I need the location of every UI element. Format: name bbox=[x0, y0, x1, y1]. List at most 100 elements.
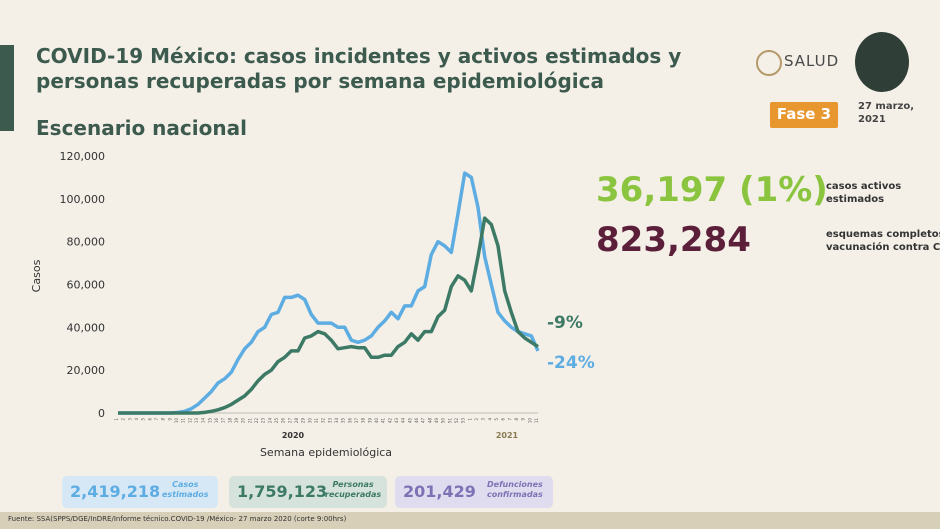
annotation: -24% bbox=[547, 353, 595, 373]
x-tick-label: 1 bbox=[467, 418, 472, 421]
x-tick-label: 15 bbox=[207, 418, 212, 424]
y-tick-label: 100,000 bbox=[60, 193, 106, 206]
x-tick-label: 9 bbox=[167, 418, 172, 421]
summary-value: 2,419,218 bbox=[70, 482, 161, 501]
year-label: 2021 bbox=[496, 431, 519, 440]
logo-emblem bbox=[756, 50, 782, 76]
x-tick-label: 18 bbox=[227, 418, 232, 424]
x-tick-label: 6 bbox=[501, 418, 506, 421]
x-tick-label: 13 bbox=[194, 418, 199, 424]
summary-value: 201,429 bbox=[403, 482, 476, 501]
logo: SALUD bbox=[784, 52, 840, 70]
x-tick-label: 10 bbox=[527, 418, 532, 424]
x-tick-label: 41 bbox=[381, 418, 386, 424]
summary-label-line: estimados bbox=[162, 490, 209, 499]
subtitle: Escenario nacional bbox=[36, 116, 247, 140]
x-tick-label: 38 bbox=[361, 418, 366, 424]
x-tick-label: 17 bbox=[221, 418, 226, 424]
y-tick-label: 60,000 bbox=[67, 279, 106, 292]
x-tick-label: 36 bbox=[347, 418, 352, 424]
x-tick-label: 52 bbox=[454, 418, 459, 424]
x-tick-label: 2 bbox=[121, 418, 126, 421]
stat-label: casos activos bbox=[826, 181, 902, 192]
date: 2021 bbox=[858, 114, 886, 125]
x-tick-label: 1 bbox=[114, 418, 119, 421]
year-label: 2020 bbox=[282, 431, 305, 440]
summary-box: 2,419,218 Casos estimados bbox=[62, 476, 218, 508]
y-tick-label: 40,000 bbox=[67, 321, 106, 334]
x-tick-label: 6 bbox=[147, 418, 152, 421]
footer-bar bbox=[0, 512, 940, 529]
x-tick-label: 40 bbox=[374, 418, 379, 424]
x-tick-label: 45 bbox=[407, 418, 412, 424]
x-tick-label: 46 bbox=[414, 418, 419, 424]
x-tick-label: 32 bbox=[321, 418, 326, 424]
x-tick-label: 7 bbox=[154, 418, 159, 421]
x-tick-label: 7 bbox=[507, 418, 512, 421]
x-tick-label: 48 bbox=[427, 418, 432, 424]
x-tick-label: 3 bbox=[127, 418, 132, 421]
x-tick-label: 43 bbox=[394, 418, 399, 424]
y-tick-label: 20,000 bbox=[67, 364, 106, 377]
x-tick-label: 21 bbox=[247, 418, 252, 424]
x-tick-label: 44 bbox=[401, 418, 406, 424]
x-tick-label: 3 bbox=[481, 418, 486, 421]
x-tick-label: 4 bbox=[487, 418, 492, 421]
x-tick-label: 37 bbox=[354, 418, 359, 424]
summary-label-line: Defunciones bbox=[487, 480, 543, 489]
x-tick-label: 25 bbox=[274, 418, 279, 424]
x-tick-label: 39 bbox=[367, 418, 372, 424]
footer: Fuente: SSA(SPPS/DGE/InDRE/Informe técni… bbox=[8, 515, 347, 523]
x-tick-label: 24 bbox=[267, 418, 272, 424]
x-tick-label: 47 bbox=[421, 418, 426, 424]
title: personas recuperadas por semana epidemio… bbox=[36, 69, 604, 93]
stat-label: estimados bbox=[826, 194, 885, 205]
x-tick-label: 9 bbox=[521, 418, 526, 421]
stat-label: vacunación contra COVID-19 bbox=[826, 242, 940, 253]
x-tick-label: 42 bbox=[387, 418, 392, 424]
phase-box bbox=[770, 102, 838, 128]
summary-label-line: confirmadas bbox=[487, 490, 543, 499]
summary-label-line: recuperadas bbox=[325, 490, 382, 499]
x-tick-label: 35 bbox=[341, 418, 346, 424]
summary-value: 1,759,123 bbox=[237, 482, 328, 501]
x-tick-label: 22 bbox=[254, 418, 259, 424]
x-tick-label: 11 bbox=[181, 418, 186, 424]
chart: Casos Semana epidemiológica 0 20,000 40,00… bbox=[30, 150, 595, 459]
x-tick-label: 4 bbox=[134, 418, 139, 421]
x-tick-label: 27 bbox=[287, 418, 292, 424]
annotation: -9% bbox=[547, 313, 583, 333]
x-tick-label: 50 bbox=[441, 418, 446, 424]
summary-label-line: Casos bbox=[172, 480, 199, 489]
date: 27 marzo, bbox=[858, 101, 914, 112]
y-tick-label: 80,000 bbox=[67, 236, 106, 249]
x-tick-label: 8 bbox=[514, 418, 519, 421]
x-tick-label: 31 bbox=[314, 418, 319, 424]
summary-box: 1,759,123 Personas recuperadas bbox=[229, 476, 387, 508]
series-line bbox=[118, 216, 539, 415]
x-tick-label: 2 bbox=[474, 418, 479, 421]
summary-box: 201,429 Defunciones confirmadas bbox=[395, 476, 553, 508]
x-tick-label: 23 bbox=[261, 418, 266, 424]
x-axis-label: Semana epidemiológica bbox=[260, 446, 392, 459]
stat-value: 36,197 (1%) bbox=[596, 170, 828, 210]
x-tick-label: 29 bbox=[301, 418, 306, 424]
phase: Fase 3 bbox=[776, 105, 832, 123]
x-tick-label: 5 bbox=[141, 418, 146, 421]
summary-label-line: Personas bbox=[332, 480, 374, 489]
accent-bar bbox=[0, 45, 14, 131]
x-tick-label: 34 bbox=[334, 418, 339, 424]
x-tick-label: 26 bbox=[281, 418, 286, 424]
title: COVID-19 México: casos incidentes y acti… bbox=[36, 44, 682, 68]
x-tick-label: 5 bbox=[494, 418, 499, 421]
x-tick-label: 33 bbox=[327, 418, 332, 424]
summary-label: Casos estimados bbox=[162, 480, 208, 500]
x-tick-label: 20 bbox=[241, 418, 246, 424]
x-tick-label: 8 bbox=[161, 418, 166, 421]
series-line bbox=[118, 171, 540, 415]
x-tick-label: 49 bbox=[434, 418, 439, 424]
x-tick-label: 16 bbox=[214, 418, 219, 424]
x-tick-label: 30 bbox=[307, 418, 312, 424]
y-axis-label: Casos bbox=[30, 259, 43, 292]
